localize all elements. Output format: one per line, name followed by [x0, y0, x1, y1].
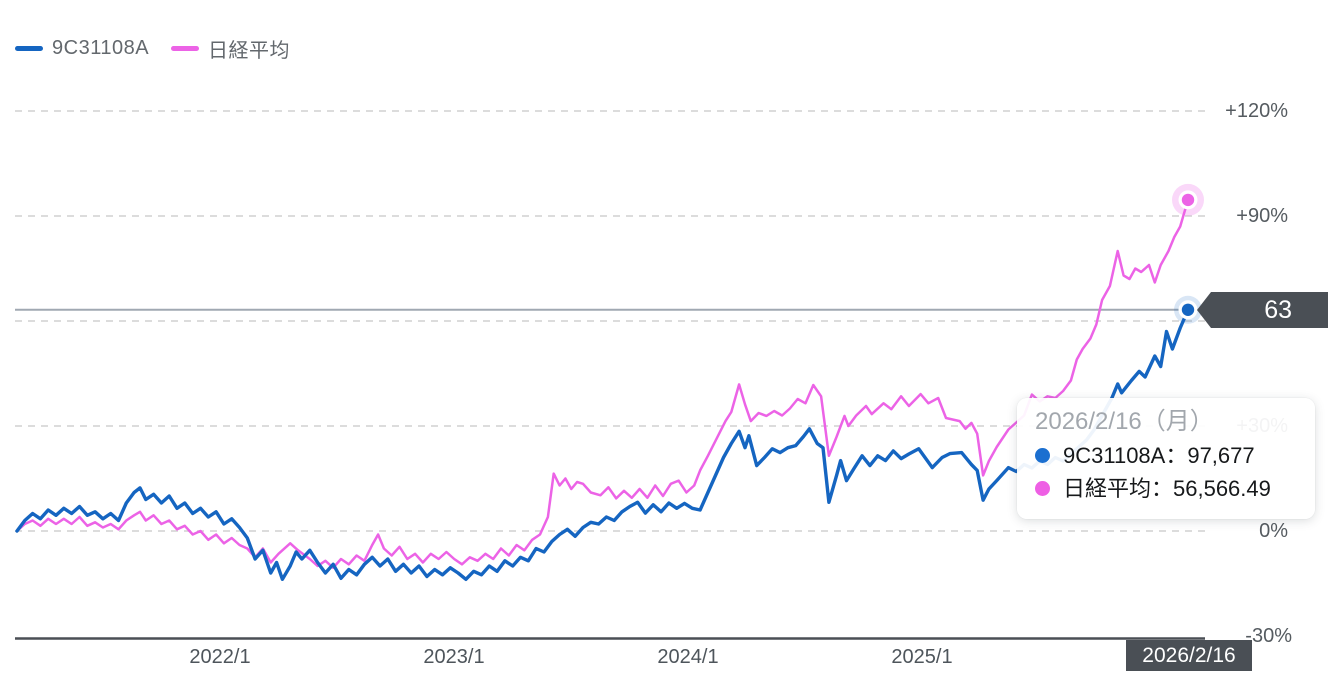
- y-axis-label-minus30: -30%: [1245, 625, 1292, 647]
- series1-line-icon: [15, 46, 43, 51]
- tooltip-nikkei-value: 日経平均：56,566.49: [1063, 476, 1271, 501]
- legend-label-nikkei: 日経平均: [208, 40, 291, 62]
- endpoint-dot: [1181, 193, 1195, 207]
- tooltip-row-nikkei: 日経平均：56,566.49: [1035, 472, 1301, 505]
- legend-item-nikkei: 日経平均: [171, 34, 290, 63]
- series2-dot-icon: [1035, 481, 1050, 496]
- x-axis-label-2024: 2024/1: [657, 646, 719, 668]
- y-axis-label-zero: 0%: [1259, 520, 1288, 542]
- y-axis-label-plus90: +90%: [1236, 205, 1288, 227]
- x-axis-label-2025: 2025/1: [891, 646, 953, 668]
- x-axis-label-2022: 2022/1: [189, 646, 251, 668]
- legend-item-fund: 9C31108A: [15, 37, 149, 60]
- series2-line-icon: [171, 46, 200, 51]
- series1-dot-icon: [1035, 448, 1050, 463]
- tooltip-row-fund: 9C31108A：97,677: [1035, 439, 1301, 472]
- series-line-nikkei: [15, 198, 1190, 570]
- end-date-badge: 2026/2/16: [1126, 640, 1252, 671]
- current-value-badge: 63: [1197, 292, 1328, 328]
- x-axis-label-2023: 2023/1: [423, 646, 485, 668]
- series-line-fund: [15, 308, 1190, 581]
- legend-label-fund: 9C31108A: [52, 37, 150, 59]
- chart-tooltip: 2026/2/16（月） 9C31108A：97,677 日経平均：56,566…: [1017, 398, 1315, 519]
- endpoint-dot: [1181, 303, 1195, 316]
- chart-legend: 9C31108A 日経平均: [15, 34, 290, 63]
- tooltip-date-title: 2026/2/16（月）: [1035, 408, 1214, 435]
- y-axis-label-plus120: +120%: [1225, 100, 1288, 122]
- tooltip-fund-value: 9C31108A：97,677: [1063, 443, 1255, 468]
